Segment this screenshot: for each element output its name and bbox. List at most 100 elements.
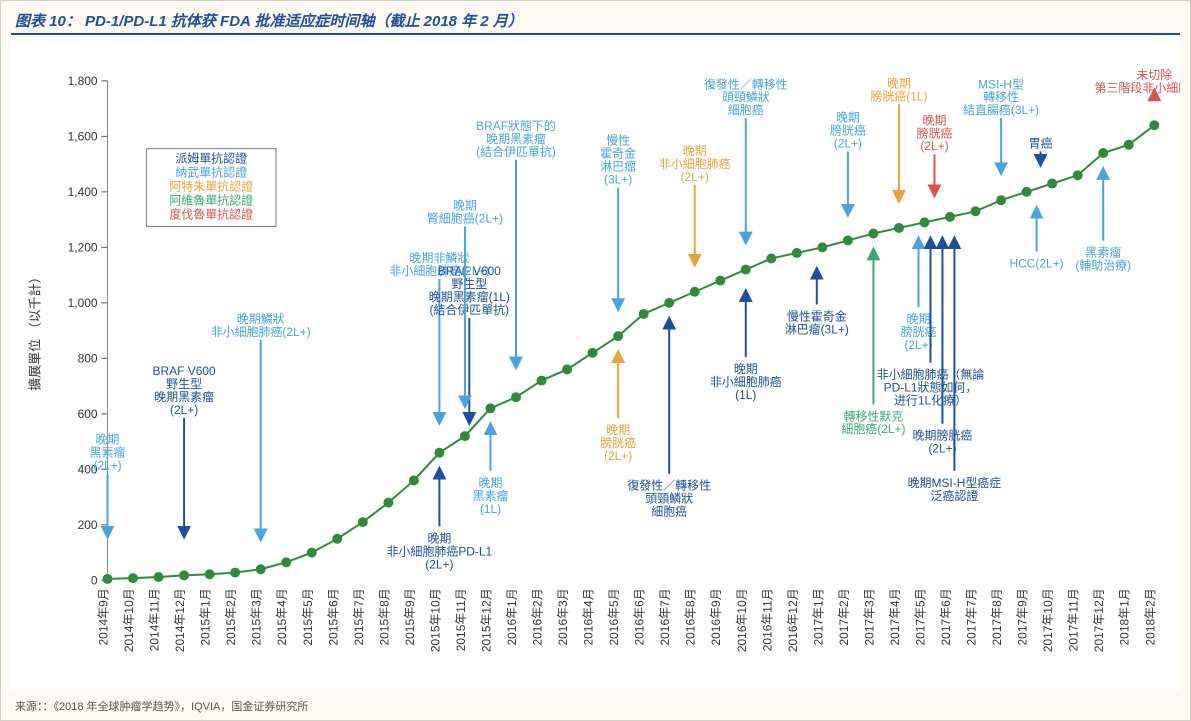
svg-text:膀胱癌: 膀胱癌	[917, 125, 953, 140]
svg-text:泛癌認證: 泛癌認證	[930, 488, 978, 503]
svg-text:頭頸鱗狀: 頭頸鱗狀	[645, 492, 693, 506]
svg-text:細胞癌: 細胞癌	[728, 102, 764, 117]
svg-text:晚期非鱗狀: 晚期非鱗狀	[410, 251, 470, 265]
svg-text:2015年7月: 2015年7月	[352, 588, 366, 645]
svg-text:2016年9月: 2016年9月	[709, 588, 723, 645]
svg-text:2016年12月: 2016年12月	[786, 588, 800, 652]
svg-text:霍奇金: 霍奇金	[600, 146, 636, 161]
svg-text:2017年5月: 2017年5月	[913, 588, 927, 645]
svg-text:2017年2月: 2017年2月	[837, 588, 851, 645]
svg-text:2016年5月: 2016年5月	[607, 588, 621, 645]
svg-text:(1L): (1L)	[735, 388, 756, 402]
svg-text:2015年6月: 2015年6月	[326, 588, 340, 645]
svg-text:2014年9月: 2014年9月	[97, 588, 111, 645]
svg-text:晚期: 晚期	[836, 111, 860, 125]
svg-text:800: 800	[78, 351, 98, 365]
svg-text:BRAF V600: BRAF V600	[153, 364, 216, 378]
svg-text:晚期: 晚期	[453, 198, 477, 212]
svg-text:晚期MSI-H型癌症: 晚期MSI-H型癌症	[908, 475, 1002, 490]
svg-text:淋巴瘤(3L+): 淋巴瘤(3L+)	[785, 321, 849, 336]
svg-text:晚期鱗狀: 晚期鱗狀	[237, 312, 285, 326]
svg-text:淋巴瘤: 淋巴瘤	[600, 159, 636, 174]
svg-text:黑素瘤: 黑素瘤	[90, 444, 126, 459]
svg-text:2016年2月: 2016年2月	[531, 588, 545, 645]
svg-text:2016年8月: 2016年8月	[684, 588, 698, 645]
svg-text:黑素瘤: 黑素瘤	[473, 488, 509, 503]
svg-text:細胞癌: 細胞癌	[651, 504, 687, 519]
svg-text:慢性: 慢性	[606, 134, 630, 148]
svg-text:轉移性默克: 轉移性默克	[844, 408, 904, 423]
svg-text:2017年10月: 2017年10月	[1041, 588, 1055, 652]
svg-text:(2L+): (2L+)	[834, 136, 862, 150]
svg-text:第三階段非小細胞肺癌: 第三階段非小細胞肺癌	[1095, 80, 1180, 95]
svg-text:晚期: 晚期	[907, 312, 931, 326]
svg-text:晚期: 晚期	[606, 423, 630, 437]
svg-text:2014年12月: 2014年12月	[173, 588, 187, 652]
svg-text:晚期: 晚期	[427, 531, 451, 545]
svg-text:(2L+): (2L+)	[681, 170, 709, 184]
svg-text:(2L+): (2L+)	[904, 338, 932, 352]
svg-text:晚期黑素瘤(1L): 晚期黑素瘤(1L)	[429, 289, 510, 304]
svg-text:(2L+): (2L+)	[170, 403, 198, 417]
svg-text:阿維魯單抗認證: 阿維魯單抗認證	[169, 192, 253, 207]
svg-text:进行1L化療）: 进行1L化療）	[894, 394, 967, 408]
svg-text:HCC(2L+): HCC(2L+)	[1010, 257, 1064, 271]
svg-text:2016年1月: 2016年1月	[505, 588, 519, 645]
svg-text:2018年2月: 2018年2月	[1143, 588, 1157, 645]
svg-text:2015年4月: 2015年4月	[275, 588, 289, 645]
svg-text:2017年11月: 2017年11月	[1067, 588, 1081, 651]
svg-text:(結合伊匹單抗): (結合伊匹單抗)	[476, 144, 556, 159]
svg-text:2015年8月: 2015年8月	[377, 588, 391, 645]
svg-text:2016年10月: 2016年10月	[735, 588, 749, 652]
svg-text:納武單抗認證: 納武單抗認證	[175, 165, 247, 180]
svg-text:600: 600	[78, 407, 98, 421]
svg-text:2015年3月: 2015年3月	[250, 588, 264, 645]
svg-text:晚期: 晚期	[887, 76, 911, 90]
svg-text:復發性／轉移性: 復發性／轉移性	[627, 478, 711, 493]
svg-text:200: 200	[78, 518, 98, 532]
svg-text:(2L+): (2L+)	[920, 139, 948, 153]
chart-area: 02004006008001,0001,2001,4001,6001,800擴展…	[11, 41, 1180, 690]
svg-text:PD-L1狀態如何，: PD-L1狀態如何，	[884, 380, 978, 395]
svg-text:2017年6月: 2017年6月	[939, 588, 953, 645]
svg-text:(2L+): (2L+)	[425, 557, 453, 571]
svg-text:BRAF V600: BRAF V600	[438, 264, 501, 278]
svg-text:晚期: 晚期	[683, 144, 707, 158]
svg-text:2015年2月: 2015年2月	[224, 588, 238, 645]
svg-text:派姆單抗認證: 派姆單抗認證	[175, 151, 247, 166]
svg-text:細胞癌(2L+): 細胞癌(2L+)	[841, 421, 905, 436]
svg-text:2015年5月: 2015年5月	[301, 588, 315, 645]
svg-text:2016年11月: 2016年11月	[760, 588, 774, 651]
svg-text:1,400: 1,400	[68, 185, 98, 199]
svg-text:1,200: 1,200	[68, 240, 98, 254]
chart-container: 图表 10： PD-1/PD-L1 抗体获 FDA 批准适应症时间轴（截止 20…	[0, 0, 1191, 721]
svg-text:非小細胞肺癌(2L+): 非小細胞肺癌(2L+)	[211, 324, 311, 339]
svg-text:黑素瘤: 黑素瘤	[1085, 245, 1121, 260]
svg-text:2017年1月: 2017年1月	[811, 588, 825, 645]
svg-text:晚期黑素瘤: 晚期黑素瘤	[154, 389, 214, 404]
svg-text:2016年3月: 2016年3月	[556, 588, 570, 645]
svg-text:非小細胞肺癌（無論: 非小細胞肺癌（無論	[877, 367, 985, 382]
svg-text:晚期: 晚期	[734, 362, 758, 376]
svg-text:轉移性: 轉移性	[983, 90, 1019, 104]
svg-text:2017年12月: 2017年12月	[1092, 588, 1106, 652]
svg-text:1,800: 1,800	[68, 74, 98, 88]
line-chart-svg: 02004006008001,0001,2001,4001,6001,800擴展…	[11, 41, 1180, 690]
svg-text:結直腸癌(3L+): 結直腸癌(3L+)	[963, 102, 1039, 117]
chart-title: 图表 10： PD-1/PD-L1 抗体获 FDA 批准适应症时间轴（截止 20…	[15, 13, 523, 30]
svg-text:(輔助治療): (輔助治療)	[1075, 259, 1131, 273]
svg-text:2018年1月: 2018年1月	[1118, 588, 1132, 645]
svg-text:2017年9月: 2017年9月	[1016, 588, 1030, 645]
svg-text:晚期: 晚期	[923, 113, 947, 127]
svg-text:復發性／轉移性: 復發性／轉移性	[704, 76, 788, 91]
svg-text:(結合伊匹單抗): (結合伊匹單抗)	[429, 302, 509, 317]
svg-text:2015年12月: 2015年12月	[479, 588, 493, 652]
svg-text:非小細胞肺癌PD-L1: 非小細胞肺癌PD-L1	[387, 543, 493, 558]
svg-text:2016年4月: 2016年4月	[582, 588, 596, 645]
svg-text:2017年3月: 2017年3月	[862, 588, 876, 645]
svg-text:晚期: 晚期	[479, 476, 503, 490]
svg-text:(2L+): (2L+)	[604, 449, 632, 463]
svg-text:膀胱癌: 膀胱癌	[830, 123, 866, 138]
svg-text:野生型: 野生型	[451, 277, 487, 291]
svg-text:胃癌: 胃癌	[1029, 135, 1053, 150]
